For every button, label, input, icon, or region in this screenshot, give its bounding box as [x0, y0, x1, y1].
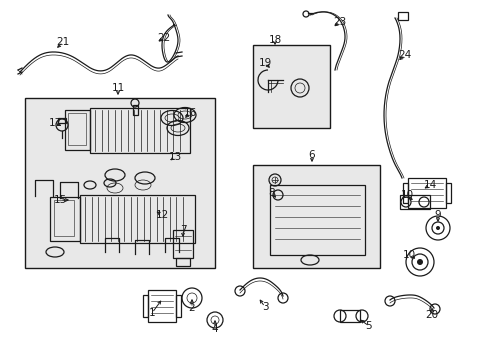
Text: 5: 5 [365, 321, 371, 331]
Text: 4: 4 [211, 324, 218, 334]
Text: 21: 21 [56, 37, 69, 47]
Bar [252, 165, 379, 268]
Text: 13: 13 [168, 152, 181, 162]
Bar [445, 183, 450, 203]
Text: 20: 20 [425, 310, 438, 320]
Text: 1: 1 [148, 308, 155, 318]
Text: 23: 23 [333, 17, 346, 27]
Text: 22: 22 [157, 33, 170, 43]
Text: 14: 14 [423, 180, 436, 190]
Text: 2: 2 [188, 303, 195, 313]
Bar [339, 310, 359, 322]
Text: 10: 10 [402, 250, 415, 260]
Text: 19: 19 [258, 58, 271, 68]
Bar [142, 295, 148, 317]
Text: 3: 3 [261, 302, 268, 312]
Circle shape [435, 226, 439, 230]
Bar [399, 195, 429, 209]
Text: 24: 24 [398, 50, 411, 60]
Text: 12: 12 [155, 210, 168, 220]
Bar [50, 197, 80, 241]
Bar [173, 230, 193, 258]
Bar [176, 295, 181, 317]
Text: 16: 16 [183, 108, 196, 118]
Text: 15: 15 [53, 195, 66, 205]
Bar [80, 195, 195, 243]
Bar [148, 290, 176, 322]
Bar [133, 105, 138, 115]
Text: 9: 9 [434, 210, 440, 220]
Bar [252, 45, 329, 128]
Text: 18: 18 [268, 35, 281, 45]
Text: 10: 10 [400, 190, 413, 200]
Bar [269, 185, 364, 255]
Text: 7: 7 [179, 225, 186, 235]
Text: 6: 6 [308, 150, 315, 160]
Bar [397, 12, 407, 20]
Bar [68, 113, 86, 145]
Text: 17: 17 [48, 118, 61, 128]
Text: 8: 8 [268, 188, 275, 198]
Bar [25, 98, 215, 268]
Bar [65, 110, 90, 150]
Bar [402, 183, 407, 203]
Bar [90, 108, 190, 153]
Bar [54, 200, 74, 236]
Bar [407, 178, 445, 208]
Text: 11: 11 [111, 83, 124, 93]
Bar [58, 118, 66, 123]
Circle shape [416, 259, 422, 265]
Bar [176, 258, 190, 266]
